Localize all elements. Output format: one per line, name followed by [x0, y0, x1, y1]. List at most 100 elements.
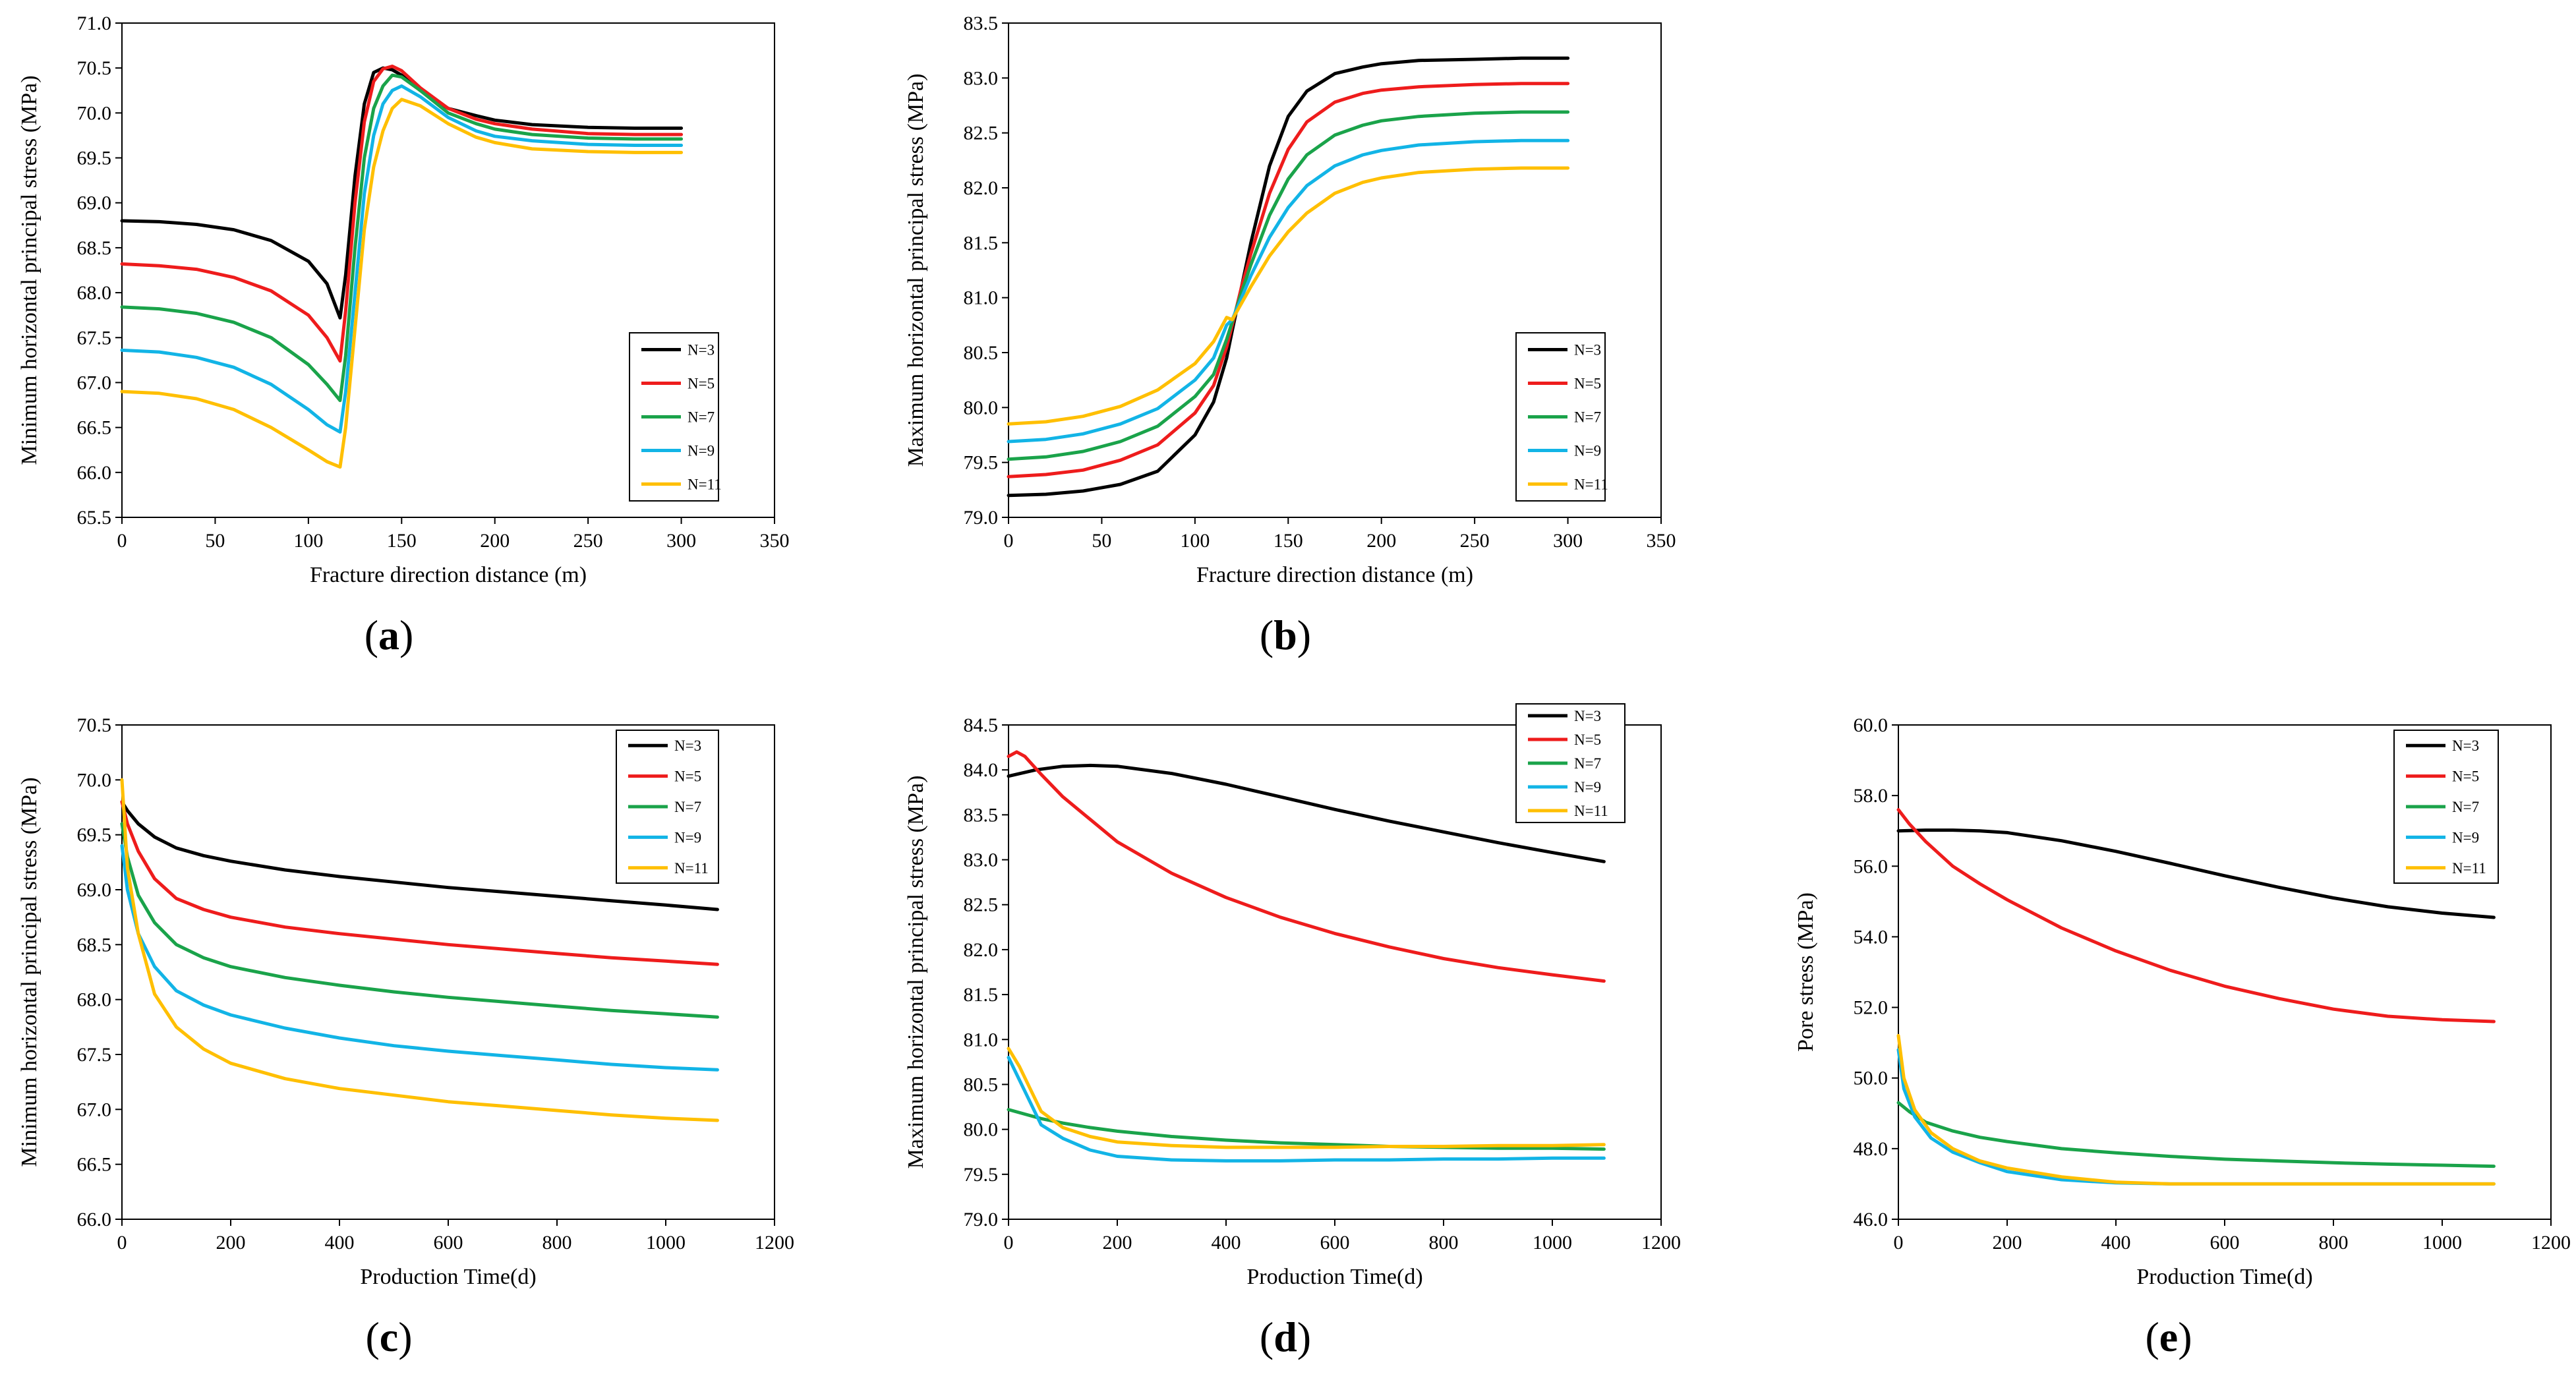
series-line-n-7: [1007, 110, 1570, 461]
legend-label: N=7: [688, 409, 715, 426]
x-tick-label: 200: [1103, 1232, 1132, 1254]
y-tick-label: 70.0: [77, 769, 112, 791]
series-line-n-9: [120, 84, 684, 434]
y-tick-label: 65.5: [77, 507, 112, 529]
legend-label: N=7: [674, 799, 701, 815]
y-tick-label: 82.0: [964, 939, 999, 961]
x-tick-label: 50: [1092, 530, 1111, 552]
y-tick-label: 83.0: [964, 850, 999, 871]
legend-label: N=3: [1574, 708, 1601, 724]
x-tick-label: 800: [542, 1232, 572, 1254]
x-axis-label: Fracture direction distance (m): [1196, 563, 1473, 587]
y-tick-label: 69.5: [77, 148, 112, 169]
x-tick-label: 1000: [646, 1232, 686, 1254]
legend: N=3 N=5 N=7 N=9 N=11: [1515, 703, 1625, 823]
x-tick-label: 200: [1993, 1232, 2022, 1254]
series-line-n-3: [120, 800, 719, 911]
series-line-n-3: [1007, 56, 1570, 498]
x-tick-label: 150: [387, 530, 417, 552]
series-line-n-5: [120, 800, 719, 966]
x-tick-label: 0: [1004, 530, 1014, 552]
legend-label: N=9: [1574, 779, 1601, 795]
x-tick-label: 1200: [1641, 1232, 1681, 1254]
panel-label: (a): [365, 612, 414, 658]
y-tick-label: 79.5: [964, 452, 999, 474]
y-tick-label: 80.5: [964, 342, 999, 364]
x-tick-label: 600: [434, 1232, 463, 1254]
legend-label: N=5: [674, 768, 701, 785]
legend-label: N=3: [2452, 737, 2479, 754]
series-line-n-3: [120, 66, 684, 320]
y-tick-label: 66.0: [77, 1209, 112, 1230]
series-line-n-7: [1896, 1101, 2496, 1168]
series-line-n-11: [1007, 1047, 1606, 1149]
y-tick-label: 58.0: [1854, 785, 1888, 807]
legend-label: N=5: [1574, 732, 1601, 748]
y-tick-label: 70.5: [77, 57, 112, 79]
y-axis-label: Pore stress (MPa): [1794, 892, 1818, 1052]
series-line-n-11: [1896, 1033, 2496, 1186]
legend-label: N=5: [1574, 376, 1601, 392]
y-tick-label: 79.0: [964, 1209, 999, 1230]
legend: N=3 N=5 N=7 N=9 N=11: [1515, 332, 1608, 502]
y-tick-label: 67.0: [77, 372, 112, 393]
legend: N=3 N=5 N=7 N=9 N=11: [616, 730, 719, 884]
panel-letter: a: [378, 612, 399, 658]
x-tick-label: 250: [1460, 530, 1490, 552]
panel-label: (b): [1260, 612, 1311, 658]
x-tick-label: 800: [1429, 1232, 1459, 1254]
legend-label: N=9: [688, 443, 715, 459]
x-tick-label: 400: [2101, 1232, 2131, 1254]
legend-label: N=11: [688, 476, 722, 493]
x-tick-label: 0: [117, 530, 127, 552]
x-tick-label: 800: [2319, 1232, 2349, 1254]
legend-label: N=9: [2452, 829, 2479, 846]
y-tick-label: 79.0: [964, 507, 999, 529]
y-tick-label: 84.0: [964, 759, 999, 781]
panel-letter: d: [1273, 1313, 1297, 1360]
chart-d: 0 200 400 600 800 1000 1200 79.0 79.5 80.0 80.5 81.…: [904, 703, 1681, 1360]
y-tick-label: 81.0: [964, 1029, 999, 1051]
legend-label: N=3: [688, 342, 715, 359]
y-tick-label: 68.5: [77, 934, 112, 956]
series-line-n-7: [120, 822, 719, 1019]
y-tick-label: 67.5: [77, 1044, 112, 1066]
panel-letter: c: [380, 1313, 398, 1360]
legend-label: N=9: [1574, 443, 1601, 459]
panel-letter: e: [2159, 1313, 2178, 1360]
legend-label: N=5: [2452, 768, 2479, 785]
x-tick-label: 400: [1212, 1232, 1241, 1254]
series-line-n-9: [1007, 138, 1570, 444]
x-tick-label: 50: [205, 530, 225, 552]
x-tick-label: 0: [117, 1232, 127, 1254]
y-tick-label: 66.5: [77, 1154, 112, 1176]
chart-a: 0 50 100 150 200 250 300 350 65.5 66.0 66.5 67.0 67.…: [17, 13, 790, 658]
y-tick-label: 46.0: [1854, 1209, 1888, 1230]
series-line-n-9: [1007, 1056, 1606, 1163]
y-tick-label: 84.5: [964, 714, 999, 736]
y-tick-label: 60.0: [1854, 714, 1888, 736]
series-line-n-5: [1007, 750, 1606, 983]
legend-label: N=11: [2452, 860, 2486, 877]
x-tick-label: 100: [1180, 530, 1210, 552]
y-tick-label: 66.5: [77, 417, 112, 439]
x-tick-label: 400: [325, 1232, 355, 1254]
legend-label: N=3: [674, 737, 701, 754]
legend: N=3 N=5 N=7 N=9 N=11: [2393, 730, 2499, 884]
y-tick-label: 54.0: [1854, 926, 1888, 948]
x-axis-label: Production Time(d): [2136, 1265, 2312, 1289]
y-tick-label: 71.0: [77, 13, 112, 34]
panel-label: (d): [1260, 1313, 1311, 1360]
y-tick-label: 82.5: [964, 894, 999, 916]
y-tick-label: 68.0: [77, 282, 112, 304]
legend-label: N=7: [2452, 799, 2479, 815]
y-tick-label: 81.0: [964, 287, 999, 309]
y-tick-label: 52.0: [1854, 997, 1888, 1019]
legend-label: N=7: [1574, 409, 1601, 426]
y-tick-label: 67.5: [77, 327, 112, 349]
y-tick-label: 80.0: [964, 397, 999, 418]
legend-label: N=7: [1574, 755, 1601, 772]
y-tick-label: 56.0: [1854, 855, 1888, 877]
legend-label: N=5: [688, 376, 715, 392]
